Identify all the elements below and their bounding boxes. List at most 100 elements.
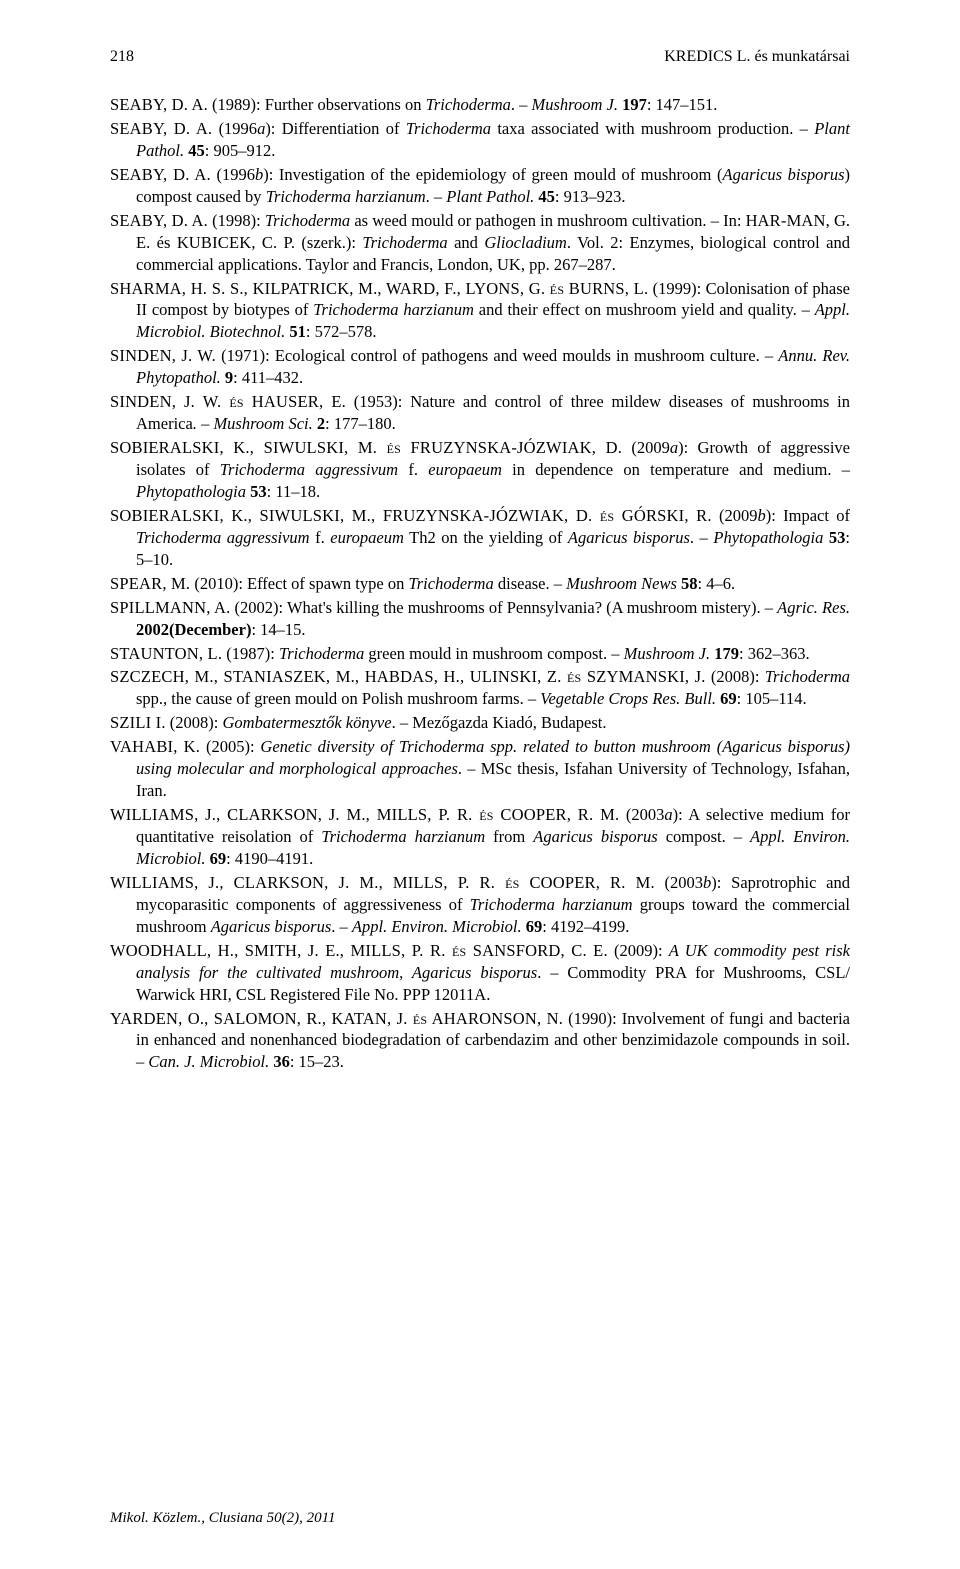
reference-item: SINDEN, J. W. és HAUSER, E. (1953): Natu… bbox=[110, 391, 850, 435]
reference-item: SEABY, D. A. (1998): Trichoderma as weed… bbox=[110, 210, 850, 276]
ref-authors: SOBIERALSKI, K., SIWULSKI, M., FRUZYNSKA… bbox=[110, 506, 712, 525]
ref-text: : 14–15. bbox=[251, 620, 305, 639]
ref-text: as weed mould or pathogen in mushroom cu… bbox=[350, 211, 757, 230]
ref-italic: Trichoderma bbox=[765, 667, 850, 686]
reference-item: SEABY, D. A. (1996b): Investigation of t… bbox=[110, 164, 850, 208]
reference-item: SHARMA, H. S. S., KILPATRICK, M., WARD, … bbox=[110, 278, 850, 344]
ref-italic: Appl. Environ. Microbiol. bbox=[352, 917, 526, 936]
reference-item: SEABY, D. A. (1989): Further observation… bbox=[110, 94, 850, 116]
ref-authors: YARDEN, O., SALOMON, R., KATAN, J. és AH… bbox=[110, 1009, 563, 1028]
ref-text: (2010): Effect of spawn type on bbox=[190, 574, 408, 593]
ref-italic: Plant Pathol. bbox=[446, 187, 538, 206]
ref-text: (2009 bbox=[712, 506, 758, 525]
ref-authors: SZCZECH, M., STANIASZEK, M., HABDAS, H.,… bbox=[110, 667, 706, 686]
ref-italic: Phytopathologia bbox=[713, 528, 829, 547]
ref-volume: 45 bbox=[188, 141, 205, 160]
ref-text: (2009 bbox=[622, 438, 670, 457]
ref-text: . – bbox=[511, 95, 532, 114]
ref-text: : 362–363. bbox=[739, 644, 810, 663]
page-footer: Mikol. Közlem., Clusiana 50(2), 2011 bbox=[110, 1510, 336, 1527]
ref-italic: Trichoderma bbox=[426, 95, 511, 114]
ref-text: ): Differentiation of bbox=[265, 119, 405, 138]
ref-italic: Gliocladium bbox=[484, 233, 567, 252]
ref-authors: WOODHALL, H., SMITH, J. E., MILLS, P. R.… bbox=[110, 941, 608, 960]
ref-italic: Trichoderma bbox=[406, 119, 491, 138]
reference-item: SPEAR, M. (2010): Effect of spawn type o… bbox=[110, 573, 850, 595]
ref-text: ): Impact of bbox=[766, 506, 850, 525]
ref-italic: Agaricus bisporus bbox=[211, 917, 332, 936]
ref-smallcaps: UBICEK bbox=[189, 233, 252, 252]
ref-text: (1996 bbox=[212, 119, 257, 138]
ref-text: Th2 on the yielding of bbox=[404, 528, 568, 547]
ref-volume: 69 bbox=[526, 917, 543, 936]
ref-italic: Mushroom J. bbox=[624, 644, 715, 663]
reference-item: SPILLMANN, A. (2002): What's killing the… bbox=[110, 597, 850, 641]
ref-text: disease. – bbox=[494, 574, 566, 593]
ref-text: (2003 bbox=[619, 805, 664, 824]
reference-item: STAUNTON, L. (1987): Trichoderma green m… bbox=[110, 643, 850, 665]
ref-text: ): Investigation of the epidemiology of … bbox=[263, 165, 722, 184]
ref-italic: Trichoderma harzianum bbox=[266, 187, 426, 206]
ref-text: (2008): bbox=[706, 667, 765, 686]
ref-text: : 4–6. bbox=[698, 574, 736, 593]
ref-text: (1996 bbox=[211, 165, 255, 184]
ref-italic: b bbox=[255, 165, 263, 184]
reference-item: SOBIERALSKI, K., SIWULSKI, M. és FRUZYNS… bbox=[110, 437, 850, 503]
ref-text: , C. P. (szerk.): bbox=[251, 233, 362, 252]
ref-volume: 197 bbox=[622, 95, 647, 114]
ref-text: : 913–923. bbox=[555, 187, 626, 206]
ref-authors: SEABY, D. A. bbox=[110, 211, 208, 230]
ref-text: taxa associated with mushroom production… bbox=[491, 119, 814, 138]
ref-italic: Tricho­derma aggressivum bbox=[136, 528, 310, 547]
ref-authors: SOBIERALSKI, K., SIWULSKI, M. és FRUZYNS… bbox=[110, 438, 622, 457]
reference-item: SZCZECH, M., STANIASZEK, M., HABDAS, H.,… bbox=[110, 666, 850, 710]
ref-text: from bbox=[485, 827, 533, 846]
ref-volume: 9 bbox=[225, 368, 233, 387]
reference-item: WILLIAMS, J., CLARKSON, J. M., MILLS, P.… bbox=[110, 804, 850, 870]
ref-text: (2009): bbox=[608, 941, 669, 960]
ref-authors: SPEAR, M. bbox=[110, 574, 190, 593]
ref-text: spp., the cause of green mould on Polish… bbox=[136, 689, 540, 708]
ref-text: : 411–432. bbox=[233, 368, 303, 387]
ref-text: (1989): Further observations on bbox=[208, 95, 426, 114]
ref-volume: 2002(December) bbox=[136, 620, 251, 639]
ref-italic: a bbox=[670, 438, 678, 457]
ref-volume: 51 bbox=[289, 322, 306, 341]
ref-text: : 4190–4191. bbox=[226, 849, 313, 868]
ref-text: (2002): What's killing the mushrooms of … bbox=[230, 598, 777, 617]
ref-italic: a bbox=[664, 805, 672, 824]
reference-item: SINDEN, J. W. (1971): Ecological control… bbox=[110, 345, 850, 389]
ref-authors: SINDEN, J. W. és HAUSER, E. bbox=[110, 392, 346, 411]
ref-authors: SZILI I. bbox=[110, 713, 166, 732]
ref-italic: Mushroom J. bbox=[532, 95, 618, 114]
ref-italic: europaeum bbox=[330, 528, 404, 547]
reference-item: VAHABI, K. (2005): Genetic diversity of … bbox=[110, 736, 850, 802]
page: 218 KREDICS L. és munkatársai SEABY, D. … bbox=[0, 0, 960, 1569]
ref-volume: 45 bbox=[538, 187, 555, 206]
ref-text: (2008): bbox=[166, 713, 223, 732]
ref-italic: Phytopathologia bbox=[136, 482, 250, 501]
ref-authors: STAUNTON, L. bbox=[110, 644, 222, 663]
ref-italic: Trichoderma aggressivum bbox=[220, 460, 398, 479]
ref-text: f. bbox=[310, 528, 331, 547]
ref-authors: WILLIAMS, J., CLARKSON, J. M., MILLS, P.… bbox=[110, 805, 619, 824]
references-list: SEABY, D. A. (1989): Further observation… bbox=[110, 94, 850, 1073]
ref-text: green mould in mushroom compost. – bbox=[364, 644, 623, 663]
ref-text: (1987): bbox=[222, 644, 279, 663]
ref-italic: Trichoderma bbox=[265, 211, 350, 230]
ref-text: and bbox=[454, 233, 484, 252]
ref-text: : 11–18. bbox=[267, 482, 320, 501]
ref-text: (1998): bbox=[208, 211, 265, 230]
ref-italic: . – Mushroom Sci. bbox=[193, 414, 317, 433]
ref-authors: SPILLMANN, A. bbox=[110, 598, 230, 617]
ref-text: . – Mezőgazda Kiadó, Budapest. bbox=[392, 713, 607, 732]
ref-italic: Trichoderma bbox=[408, 574, 493, 593]
ref-volume: 58 bbox=[681, 574, 698, 593]
ref-text: . – bbox=[426, 187, 447, 206]
ref-text: . – bbox=[331, 917, 352, 936]
ref-italic: Trichoderma harzianum bbox=[321, 827, 485, 846]
ref-text: : 905–912. bbox=[205, 141, 276, 160]
ref-text: (1971): Ecological control of pathogens … bbox=[216, 346, 778, 365]
reference-item: SZILI I. (2008): Gombatermesztők könyve.… bbox=[110, 712, 850, 734]
ref-italic: Agric. Res. bbox=[777, 598, 850, 617]
